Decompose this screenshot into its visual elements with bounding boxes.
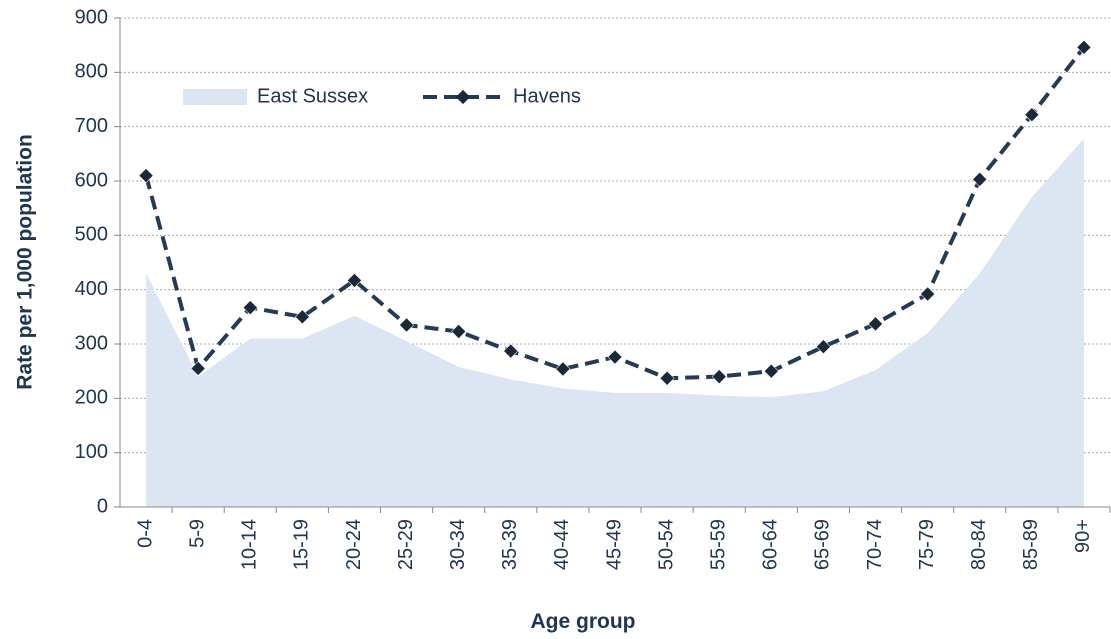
legend-marker (455, 89, 471, 105)
marker (138, 168, 154, 183)
y-tick-label: 400 (75, 278, 108, 300)
y-tick-label: 500 (75, 224, 108, 246)
x-tick-label: 30-34 (447, 519, 469, 570)
legend-label: East Sussex (257, 85, 368, 107)
marker (503, 343, 519, 359)
legend-label: Havens (513, 85, 581, 107)
marker (711, 369, 727, 385)
x-tick-label: 55-59 (707, 519, 729, 570)
x-tick-label: 45-49 (603, 519, 625, 570)
x-tick-label: 80-84 (968, 519, 990, 570)
x-tick-label: 25-29 (395, 519, 417, 570)
x-tick-label: 90+ (1072, 519, 1094, 553)
marker (763, 363, 779, 379)
marker (972, 171, 988, 187)
y-axis-title: Rate per 1,000 population (14, 134, 37, 390)
marker (190, 361, 206, 376)
x-tick-label: 5-9 (186, 519, 208, 548)
marker (659, 370, 675, 386)
marker (920, 286, 936, 302)
x-tick-label: 40-44 (551, 519, 573, 570)
marker (815, 339, 831, 355)
marker (1076, 39, 1092, 55)
y-tick-label: 200 (75, 387, 108, 409)
x-tick-label: 60-64 (760, 519, 782, 570)
y-tick-label: 300 (75, 332, 108, 354)
y-tick-label: 100 (75, 441, 108, 463)
x-tick-label: 75-79 (916, 519, 938, 570)
y-tick-label: 600 (75, 169, 108, 191)
x-tick-label: 50-54 (655, 519, 677, 570)
marker (399, 317, 415, 333)
marker (868, 316, 883, 332)
marker (294, 309, 310, 325)
y-tick-label: 0 (97, 495, 108, 517)
x-tick-label: 35-39 (499, 519, 521, 570)
y-tick-label: 800 (75, 61, 108, 83)
x-tick-label: 20-24 (343, 519, 365, 570)
x-tick-label: 65-69 (812, 519, 834, 570)
marker (1024, 107, 1040, 123)
x-tick-label: 10-14 (239, 519, 261, 570)
marker (555, 361, 571, 377)
y-tick-label: 900 (75, 6, 108, 28)
x-tick-label: 15-19 (291, 519, 313, 570)
marker (242, 300, 258, 316)
marker (607, 349, 623, 365)
x-tick-label: 85-89 (1020, 519, 1042, 570)
marker (451, 324, 467, 339)
area (146, 138, 1084, 507)
y-tick-label: 700 (75, 115, 108, 137)
legend-swatch (183, 89, 247, 105)
x-axis-title: Age group (531, 610, 636, 633)
marker (347, 273, 362, 288)
x-tick-label: 70-74 (864, 519, 886, 570)
x-tick-label: 0-4 (134, 519, 156, 548)
